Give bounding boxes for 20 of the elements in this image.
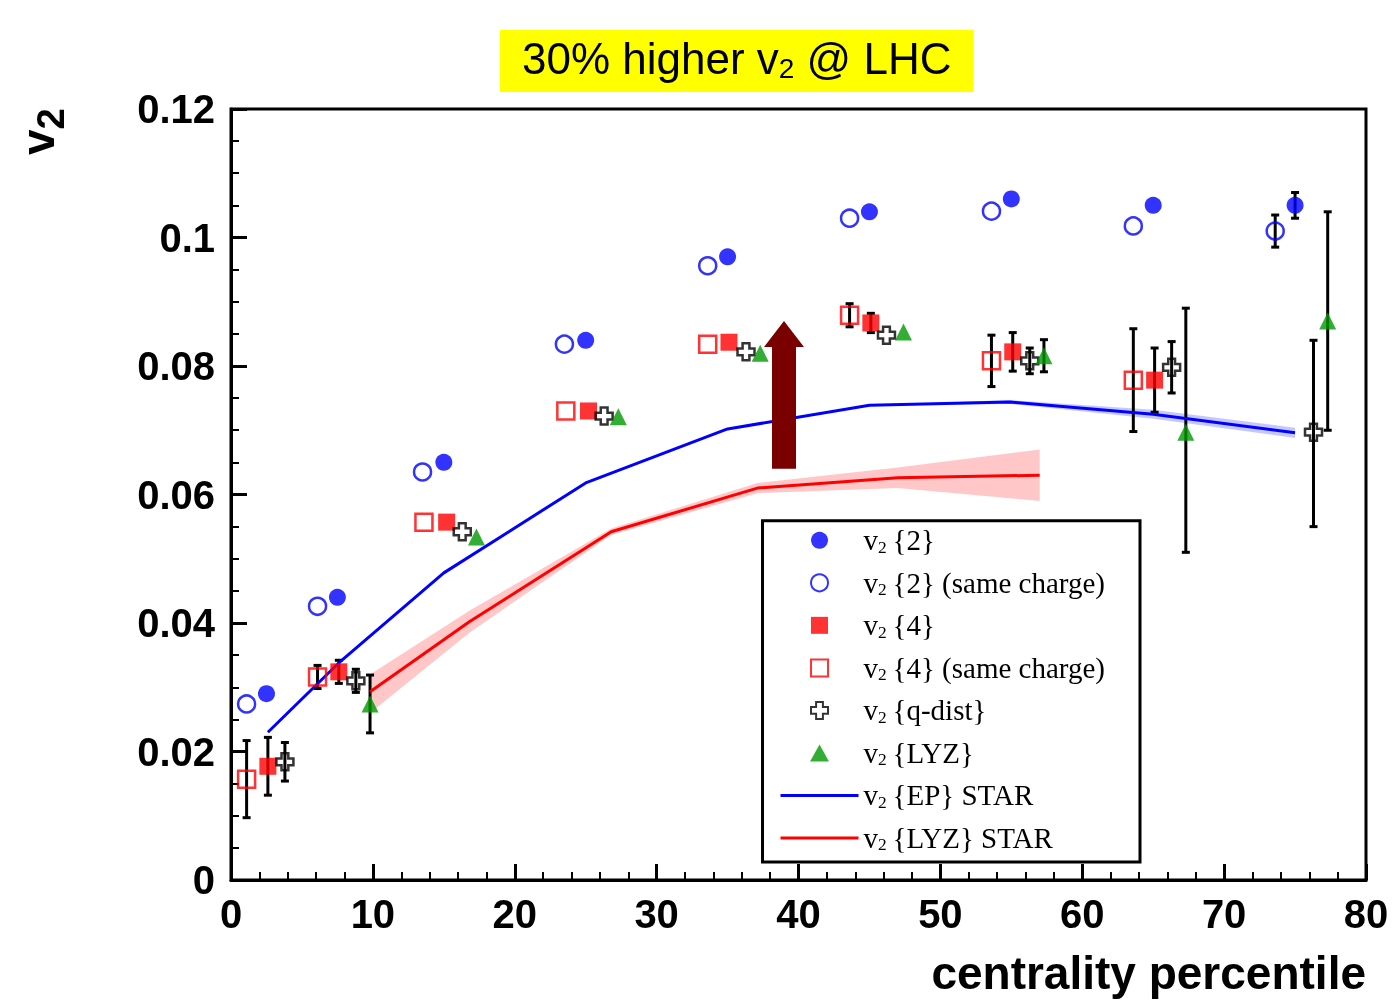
chart-title: 30% higher v2 @ LHC: [522, 33, 952, 84]
x-tick-label: 80: [1343, 892, 1389, 936]
x-tick-label: 70: [1201, 892, 1247, 936]
legend-label: v2{2}: [863, 524, 935, 557]
x-tick-label: 10: [350, 892, 396, 936]
x-tick-label: 40: [776, 892, 821, 936]
x-tick-label: 0: [219, 892, 243, 936]
y-tick-label: 0.12: [137, 87, 215, 131]
legend-label: v2{2} (same charge): [863, 566, 1106, 600]
y-tick-label: 0: [192, 858, 215, 902]
y-tick-label: 0.02: [137, 729, 215, 774]
x-axis-title: centrality percentile: [931, 947, 1366, 999]
y-tick-label: 0.06: [137, 472, 215, 517]
x-tick-label: 60: [1060, 892, 1105, 936]
x-tick-label: 20: [492, 892, 537, 936]
y-tick-label: 0.1: [159, 215, 215, 260]
y-tick-label: 0.04: [137, 601, 216, 645]
x-tick-label: 50: [918, 892, 963, 936]
x-tick-label: 30: [634, 892, 679, 936]
y-tick-label: 0.08: [137, 344, 215, 388]
